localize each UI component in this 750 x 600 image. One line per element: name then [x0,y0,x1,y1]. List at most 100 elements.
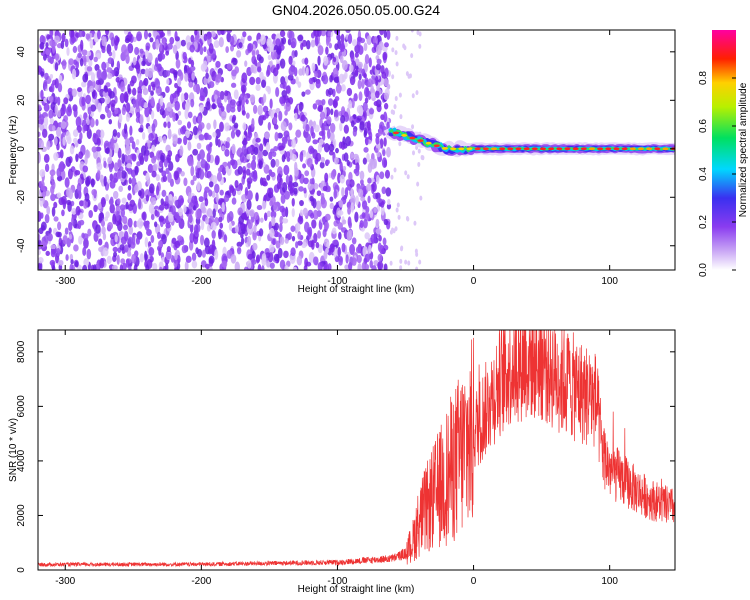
spectrogram-noise-cell [55,127,62,137]
spectrogram-noise-cell [38,104,42,111]
spectrogram-noise-cell [339,55,344,64]
spectrogram-noise-cell [225,46,229,53]
spectrogram-noise-cell [215,76,219,83]
spectrogram-noise-cell [322,74,329,85]
spectrogram-carrier-peak [523,147,530,151]
spectrogram-noise-cell [302,207,308,217]
spectrogram-noise-cell [247,130,253,139]
spectrogram-noise-cell [148,247,155,257]
spectrogram-noise-cell [363,42,368,52]
spectrogram-noise-cell [370,159,376,170]
spectrogram-noise-cell [49,117,54,125]
spectrogram-noise-cell [145,50,149,58]
spectrogram-noise-cell [61,209,65,217]
spectrogram-noise-cell [263,93,267,103]
spectrogram-noise-cell [306,40,311,50]
spectrogram-noise-cell [351,39,358,47]
spectrogram-noise-cell [281,182,288,193]
spectrogram-noise-cell [187,155,194,167]
spectrogram-noise-cell [345,254,349,264]
spectrogram-noise-cell [191,195,196,204]
spectrogram-noise-cell [234,179,239,189]
spectrogram-noise-cell [373,101,379,107]
spectrogram-noise-cell [288,55,293,65]
spectrogram-noise-cell [57,221,62,231]
spectrogram-noise-cell [302,150,307,158]
spectrogram-noise-cell [268,252,274,263]
spectrogram-noise-cell [128,225,134,235]
spectrogram-noise-cell [365,183,372,192]
spectrogram-noise-cell [221,145,225,151]
spectrogram-noise-cell [79,58,84,67]
spectrogram-carrier-peak [392,131,399,135]
spectrogram-noise-cell [58,237,63,247]
spectrogram-noise-cell [122,215,128,225]
spectrogram-noise-cell [286,156,291,162]
spectrogram-noise-cell [394,50,398,56]
spectrogram-noise-cell [192,175,197,182]
spectrogram-noise-cell [246,162,252,169]
spectrogram-noise-cell [354,169,360,177]
spectrogram-noise-cell [284,238,289,244]
spectrogram-noise-cell [387,198,391,206]
spectrogram-xlabel: Height of straight line (km) [298,284,415,295]
spectrogram-noise-cell [252,230,257,241]
spectrogram-noise-cell [263,212,268,222]
spectrogram-noise-cell [85,176,91,187]
spectrogram-noise-cell [204,197,209,207]
spectrogram-noise-cell [140,145,147,156]
snr-ytick-label: 2000 [16,504,27,527]
spectrogram-noise-cell [348,220,353,229]
spectrogram-noise-cell [184,130,190,139]
spectrogram-noise-cell [229,185,235,193]
spectrogram-noise-cell [123,49,130,57]
spectrogram-noise-cell [341,60,348,71]
spectrogram-noise-cell [271,216,276,227]
spectrogram-noise-cell [340,84,346,92]
spectrogram-noise-cell [376,58,382,65]
spectrogram-noise-cell [72,45,78,54]
spectrogram-noise-cell [175,153,180,163]
spectrogram-noise-cell [320,156,325,163]
spectrogram-noise-cell [415,90,419,96]
spectrogram-noise-cell [97,102,102,113]
spectrogram-noise-cell [211,175,218,185]
spectrogram-noise-cell [67,201,72,212]
spectrogram-noise-cell [82,246,87,257]
spectrogram-noise-cell [242,169,247,180]
spectrogram-noise-cell [380,200,385,208]
spectrogram-noise-cell [185,255,192,264]
spectrogram-noise-cell [135,111,141,119]
spectrogram-noise-cell [75,205,81,216]
spectrogram-noise-cell [51,180,56,190]
spectrogram-noise-cell [273,124,279,130]
spectrogram-noise-cell [291,154,297,162]
spectrogram-noise-cell [264,111,269,119]
spectrogram-noise-cell [165,222,171,229]
spectrogram-noise-cell [217,167,222,173]
spectrogram-noise-cell [313,232,318,244]
spectrogram-noise-cell [246,199,252,210]
colorbar-gradient [712,30,736,270]
spectrogram-noise-cell [255,84,261,91]
spectrogram-noise-cell [379,138,384,149]
spectrogram-noise-cell [241,212,248,219]
spectrogram-noise-cell [174,199,179,207]
spectrogram-noise-cell [283,250,289,259]
spectrogram-carrier-peak [572,147,579,151]
spectrogram-noise-cell [212,208,216,219]
spectrogram-noise-cell [117,147,122,159]
spectrogram-noise-cell [416,181,420,187]
spectrogram-noise-cell [184,101,190,112]
spectrogram-noise-cell [245,99,249,105]
spectrogram-noise-cell [107,156,113,165]
spectrogram-noise-cell [411,93,415,99]
spectrogram-noise-cell [99,113,106,120]
spectrogram-noise-cell [276,181,281,190]
spectrogram-noise-cell [317,55,321,66]
spectrogram-frame [37,29,676,271]
spectrogram-noise-cell [85,55,90,63]
spectrogram-noise-cell [53,136,58,146]
spectrogram-carrier-peak [441,146,448,150]
spectrogram-noise-cell [340,106,346,116]
